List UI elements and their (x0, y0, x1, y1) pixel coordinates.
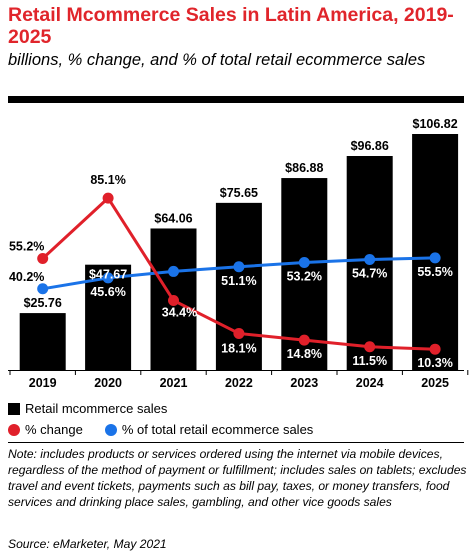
share-label-2025: 55.5% (417, 265, 452, 279)
source: Source: eMarketer, May 2021 (8, 537, 167, 551)
bar-label-2021: $64.06 (154, 211, 192, 225)
point-change-2019 (37, 252, 49, 264)
note-divider (8, 442, 464, 443)
x-tick-label-2021: 2021 (160, 376, 188, 390)
bar-label-2025: $106.82 (413, 117, 458, 131)
legend-label-sales: Retail mcommerce sales (25, 401, 168, 416)
legend-item-share-line-label: % of total retail ecommerce sales (121, 422, 314, 437)
legend-item-pct-change-line-swatch (8, 424, 20, 436)
point-change-2022 (233, 327, 245, 339)
bar-2025 (412, 134, 459, 370)
legend-item-pct-change-line: % change (8, 422, 83, 437)
footnote: Note: includes products or services orde… (8, 447, 467, 509)
change-label-2025: 10.3% (417, 356, 452, 370)
point-share-2019 (37, 283, 49, 295)
legend-item-sales: Retail mcommerce sales (8, 400, 167, 418)
legend-row-lines: % change % of total retail ecommerce sale… (8, 422, 335, 437)
x-tick-label-2024: 2024 (356, 376, 384, 390)
bar-label-2022: $75.65 (220, 186, 258, 200)
bar-label-2020: $47.67 (89, 268, 127, 282)
bar-label-2024: $96.86 (351, 139, 389, 153)
share-label-2019: 40.2% (9, 270, 44, 284)
change-label-2023: 14.8% (287, 347, 322, 361)
x-tick-label-2023: 2023 (290, 376, 318, 390)
x-tick-label-2025: 2025 (421, 376, 449, 390)
point-change-2020 (102, 192, 114, 204)
chart-title: Retail Mcommerce Sales in Latin America,… (8, 4, 454, 48)
change-label-2024: 11.5% (352, 354, 387, 368)
share-label-2024: 54.7% (352, 267, 387, 281)
point-share-2021 (168, 265, 179, 277)
point-share-2025 (429, 252, 441, 264)
share-label-2022: 51.1% (221, 274, 256, 288)
x-tick-label-2020: 2020 (94, 376, 122, 390)
point-change-2023 (298, 334, 310, 346)
x-tick-label-2022: 2022 (225, 376, 253, 390)
x-tick-label-2019: 2019 (29, 376, 57, 390)
share-label-2023: 53.2% (287, 270, 322, 284)
legend-item-share-line-swatch (104, 424, 117, 436)
header-rule (8, 96, 464, 103)
point-share-2024 (364, 254, 376, 266)
chart-subtitle: billions, % change, and % of total retai… (8, 51, 426, 69)
legend-swatch-sales (8, 403, 20, 415)
bar-label-2019: $25.76 (24, 296, 62, 310)
legend-item-share-line: % of total retail ecommerce sales (104, 422, 314, 437)
bar-2022 (215, 202, 262, 370)
legend-item-pct-change-line-label: % change (25, 422, 83, 437)
change-label-2022: 18.1% (221, 341, 256, 355)
point-share-2022 (233, 261, 245, 273)
bar-label-2023: $86.88 (285, 161, 323, 175)
point-share-2020 (102, 272, 114, 284)
chart-svg: $25.76 $47.67 $64.06 $75.65 $86.88 $96.86 $106… (8, 117, 469, 390)
change-label-2021: 34.4% (162, 306, 197, 320)
change-label-2019: 55.2% (9, 239, 44, 253)
point-change-2021 (168, 295, 179, 307)
share-label-2021: 48.8% (156, 247, 191, 261)
point-change-2025 (429, 343, 441, 355)
point-share-2023 (298, 257, 310, 269)
bar-2019 (19, 313, 66, 370)
change-label-2020: 85.1% (90, 173, 125, 187)
share-label-2020: 45.6% (90, 285, 125, 299)
point-change-2024 (364, 341, 376, 353)
